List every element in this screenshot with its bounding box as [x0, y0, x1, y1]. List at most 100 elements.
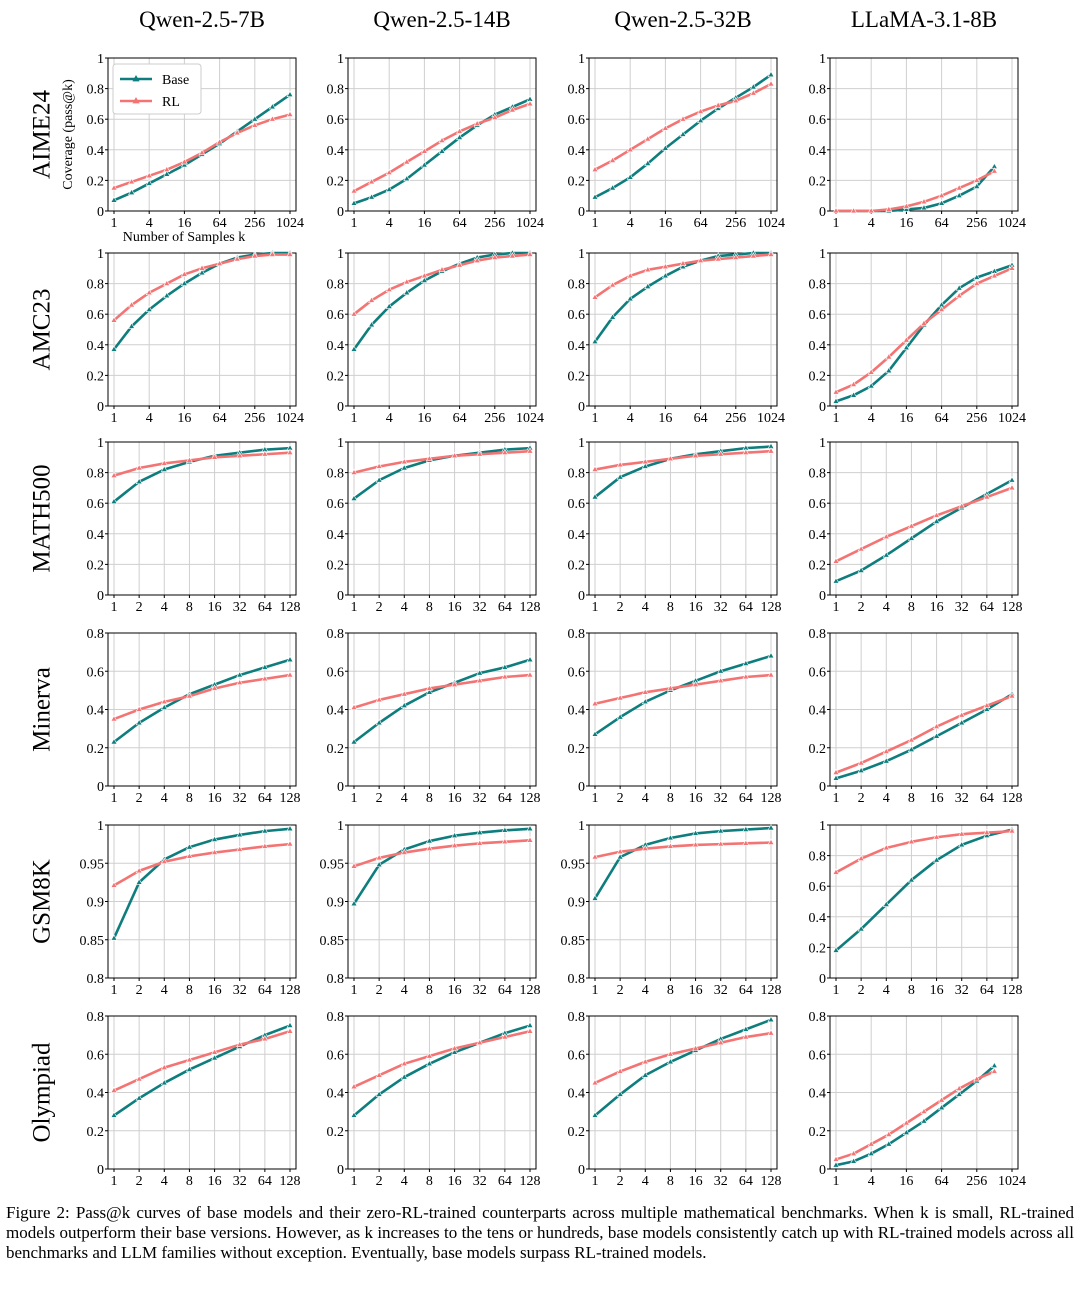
- data-point-base: [644, 159, 652, 166]
- x-tick-label: 4: [883, 791, 890, 806]
- x-tick-label: 64: [694, 216, 708, 231]
- data-point-rl: [163, 279, 171, 286]
- data-point-rl: [717, 676, 725, 684]
- series-line-base: [593, 826, 772, 900]
- subplot-math500-3: 0 0.2 0.4 0.6 0.8 1 1 2 4 8 16 32 64 128: [809, 436, 1023, 615]
- row-title: MATH500: [29, 464, 56, 572]
- x-tick-label: 4: [386, 216, 393, 231]
- y-tick-label: 1: [337, 436, 344, 451]
- x-tick-label: 4: [401, 600, 408, 615]
- subplot-minerva-2: 0 0.2 0.4 0.6 0.8 1 2 4 8 16 32 64 128: [568, 627, 782, 806]
- x-tick-label: 4: [642, 791, 649, 806]
- x-tick-label: 1: [111, 216, 118, 231]
- data-point-base: [438, 147, 446, 154]
- y-tick-label: 0: [819, 205, 826, 220]
- data-point-rl: [850, 380, 858, 387]
- axes-frame: [107, 252, 297, 407]
- data-point-base: [626, 294, 634, 302]
- data-point-rl: [609, 156, 617, 163]
- data-point-base: [857, 766, 865, 773]
- y-tick-label: 0.8: [327, 1010, 345, 1025]
- data-point-rl: [211, 684, 219, 691]
- data-point-base: [679, 262, 687, 270]
- data-point-rl: [400, 1059, 408, 1067]
- data-point-rl: [491, 113, 499, 120]
- x-tick-label: 16: [930, 791, 944, 806]
- x-tick-label: 64: [453, 411, 467, 426]
- data-point-base: [902, 205, 910, 212]
- series-line-rl: [835, 829, 1013, 874]
- y-tick-label: 0: [97, 589, 104, 604]
- data-point-rl: [767, 671, 775, 678]
- x-tick-label: 16: [417, 411, 431, 426]
- axes-frame: [829, 824, 1019, 979]
- y-tick-label: 0.4: [809, 339, 827, 354]
- data-point-base: [403, 288, 411, 296]
- data-point-rl: [591, 853, 599, 860]
- series-line-base: [353, 1024, 531, 1117]
- x-tick-label: 8: [667, 791, 674, 806]
- x-tick-label: 2: [617, 983, 624, 998]
- x-tick-label: 2: [617, 791, 624, 806]
- data-point-rl: [882, 532, 890, 540]
- data-point-rl: [644, 265, 652, 273]
- data-point-base: [609, 184, 617, 191]
- data-point-rl: [692, 840, 700, 848]
- y-tick-label: 0.6: [327, 665, 345, 680]
- y-tick-label: 0.2: [327, 174, 345, 189]
- subplot-olympiad-1: 0 0.2 0.4 0.6 0.8 1 2 4 8 16 32 64 128: [327, 1010, 541, 1189]
- y-tick-label: 0.8: [87, 467, 105, 482]
- data-point-rl: [526, 250, 534, 257]
- data-point-rl: [425, 1052, 433, 1059]
- data-point-base: [185, 1065, 193, 1072]
- x-tick-label: 16: [208, 600, 222, 615]
- data-point-rl: [857, 545, 865, 552]
- row-title: Olympiad: [29, 1042, 56, 1142]
- x-tick-label: 1: [592, 600, 599, 615]
- data-point-base: [933, 732, 941, 739]
- data-point-rl: [732, 253, 740, 260]
- data-point-rl: [591, 699, 599, 707]
- y-tick-label: 0.8: [809, 278, 827, 293]
- data-point-base: [767, 70, 775, 78]
- data-point-base: [211, 1054, 219, 1061]
- x-tick-label: 32: [473, 983, 487, 998]
- subplot-minerva-0: 0 0.2 0.4 0.6 0.8 1 2 4 8 16 32 64 128: [87, 627, 301, 806]
- x-tick-label: 128: [280, 791, 301, 806]
- data-point-rl: [902, 1119, 910, 1126]
- x-tick-label: 256: [244, 216, 265, 231]
- data-point-rl: [626, 272, 634, 279]
- data-point-rl: [473, 119, 481, 127]
- y-tick-label: 0.9: [87, 896, 105, 911]
- data-point-base: [180, 279, 188, 286]
- y-tick-label: 0.4: [568, 704, 586, 719]
- x-tick-label: 4: [868, 1174, 875, 1189]
- data-point-rl: [385, 168, 393, 176]
- series-line-rl: [594, 1031, 772, 1085]
- x-tick-label: 8: [667, 600, 674, 615]
- x-tick-label: 2: [136, 983, 143, 998]
- x-tick-label: 8: [426, 983, 433, 998]
- y-tick-label: 0.95: [561, 857, 586, 872]
- series-line-base: [835, 479, 1013, 583]
- data-point-rl: [679, 115, 687, 122]
- series-line-rl: [113, 1030, 291, 1092]
- data-point-base: [832, 774, 840, 781]
- data-point-base: [857, 925, 865, 932]
- data-point-base: [850, 391, 858, 398]
- data-point-rl: [456, 127, 464, 134]
- axes-frame: [347, 57, 537, 212]
- y-tick-label: 0.8: [568, 627, 586, 642]
- data-point-base: [973, 182, 981, 189]
- data-point-rl: [286, 110, 294, 117]
- y-tick-label: 0.95: [320, 857, 345, 872]
- x-tick-label: 256: [966, 216, 987, 231]
- x-tick-label: 64: [980, 600, 994, 615]
- y-tick-label: 0.6: [327, 113, 345, 128]
- data-point-rl: [403, 158, 411, 165]
- data-point-rl: [749, 252, 757, 259]
- y-tick-label: 1: [97, 436, 104, 451]
- x-tick-label: 128: [520, 1174, 541, 1189]
- x-tick-label: 64: [498, 791, 512, 806]
- x-tick-label: 1024: [998, 216, 1026, 231]
